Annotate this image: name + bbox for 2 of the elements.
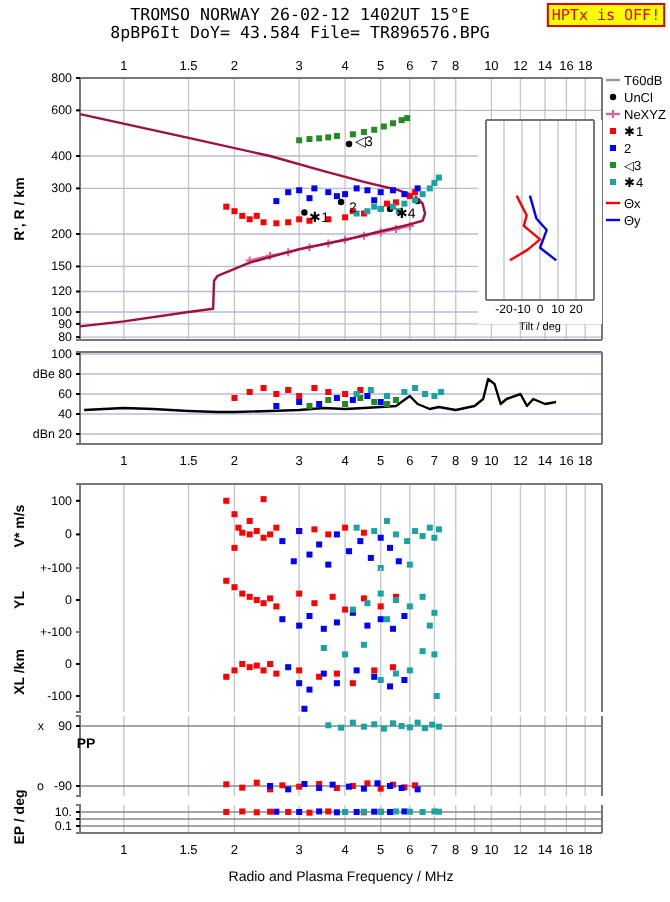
chart-title: TROMSO NORWAY 26-02-12 1402UT 15°E	[130, 4, 470, 24]
chart-subtitle: 8pBP6It DoY= 43.584 File= TR896576.BPG	[110, 22, 490, 42]
